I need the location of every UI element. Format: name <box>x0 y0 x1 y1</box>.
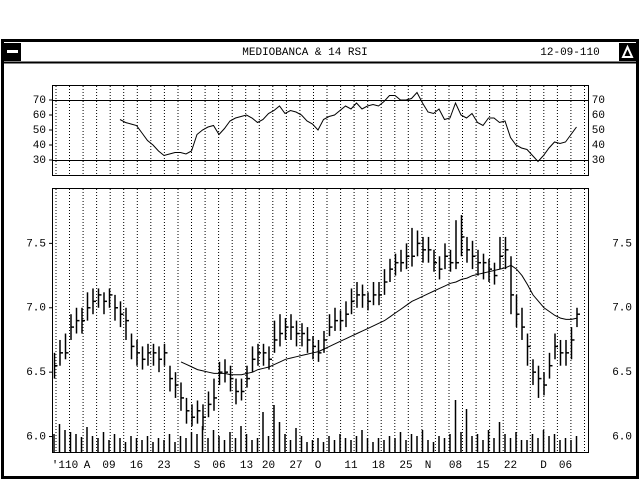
y-tick-label-right: 30 <box>592 155 605 167</box>
x-tick-label: 06 <box>559 460 572 472</box>
x-tick-label: 27 <box>289 460 302 472</box>
x-tick-label: 16 <box>130 460 143 472</box>
x-tick-label: N <box>425 460 432 472</box>
y-tick-label-right: 7.0 <box>612 303 632 315</box>
y-tick-label: 6.5 <box>26 367 46 379</box>
x-tick-label: 11 <box>344 460 358 472</box>
y-tick-label-right: 70 <box>592 95 605 107</box>
window-date: 12-09-110 <box>540 47 599 59</box>
y-tick-label: 30 <box>33 155 46 167</box>
x-tick-label: 13 <box>240 460 253 472</box>
x-tick-label: 25 <box>399 460 412 472</box>
y-tick-label: 7.0 <box>26 303 46 315</box>
moving-average-line <box>180 264 578 376</box>
window-title: MEDIOBANCA & 14 RSI <box>242 47 367 59</box>
y-tick-label: 40 <box>33 140 46 152</box>
y-tick-label-right: 6.0 <box>612 431 632 443</box>
y-tick-label-right: 7.5 <box>612 238 632 250</box>
rsi-panel <box>52 85 589 176</box>
y-tick-label-right: 40 <box>592 140 605 152</box>
x-tick-label: 08 <box>449 460 462 472</box>
y-tick-label-right: 50 <box>592 125 605 137</box>
x-tick-label: 22 <box>504 460 517 472</box>
x-tick-label: D <box>540 460 547 472</box>
y-tick-label: 70 <box>33 95 46 107</box>
x-tick-label: 23 <box>157 460 170 472</box>
x-tick-label: 20 <box>262 460 275 472</box>
y-tick-label: 7.5 <box>26 238 46 250</box>
close-button[interactable] <box>4 43 21 61</box>
window-frame <box>1 39 639 479</box>
y-tick-label: 6.0 <box>26 431 46 443</box>
price-panel <box>52 188 589 453</box>
x-tick-label: 06 <box>212 460 225 472</box>
x-tick-label: 18 <box>372 460 385 472</box>
x-tick-label: 09 <box>102 460 115 472</box>
rsi-line <box>119 91 577 163</box>
y-tick-label: 50 <box>33 125 46 137</box>
x-tick-label: '110 <box>52 460 78 472</box>
y-tick-label: 60 <box>33 110 46 122</box>
close-icon[interactable] <box>7 50 18 53</box>
x-tick-label: 15 <box>476 460 489 472</box>
maximize-button[interactable] <box>619 43 636 61</box>
x-tick-label: O <box>315 460 322 472</box>
y-tick-label-right: 6.5 <box>612 367 632 379</box>
y-tick-label-right: 60 <box>592 110 605 122</box>
x-tick-label: S <box>194 460 201 472</box>
x-tick-label: A <box>84 460 91 472</box>
maximize-icon[interactable] <box>621 44 634 58</box>
